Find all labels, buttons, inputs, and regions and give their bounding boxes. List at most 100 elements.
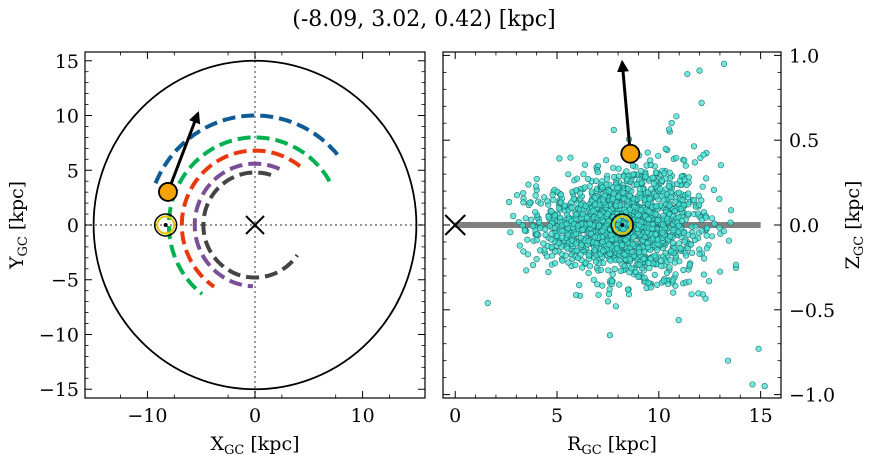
scatter-point xyxy=(649,174,656,181)
scatter-point xyxy=(675,222,682,229)
scatter-point xyxy=(582,202,589,210)
scatter-point xyxy=(586,220,594,227)
scatter-point xyxy=(661,170,668,177)
scatter-point xyxy=(667,194,674,201)
scatter-point xyxy=(684,70,691,78)
scatter-point xyxy=(544,198,551,205)
scatter-point xyxy=(682,162,689,169)
scatter-point xyxy=(629,241,636,248)
scatter-point xyxy=(688,249,696,256)
scatter-point xyxy=(650,180,658,187)
scatter-point xyxy=(607,232,615,239)
scatter-point xyxy=(671,207,678,215)
scatter-point xyxy=(703,232,710,239)
scatter-point xyxy=(615,193,622,200)
scatter-point xyxy=(716,224,723,231)
scatter-point xyxy=(506,198,513,206)
sun-marker xyxy=(153,213,178,237)
scatter-point xyxy=(573,175,581,182)
scatter-point xyxy=(579,226,586,233)
scatter-point xyxy=(585,270,592,277)
scatter-point xyxy=(637,167,645,175)
scatter-point xyxy=(610,164,617,171)
scatter-point xyxy=(645,259,652,267)
scatter-point xyxy=(696,67,703,74)
y-tick-label: −15 xyxy=(39,379,79,401)
scatter-point xyxy=(561,202,568,209)
scatter-point xyxy=(635,222,643,229)
scatter-point xyxy=(708,233,716,240)
scatter-point xyxy=(612,202,620,209)
scatter-point xyxy=(572,292,580,299)
scatter-point xyxy=(572,230,580,237)
scatter-point xyxy=(555,239,562,247)
scatter-point xyxy=(549,191,556,198)
scatter-point xyxy=(516,242,523,249)
scatter-point xyxy=(624,286,632,293)
scatter-point xyxy=(626,256,633,263)
scatter-point xyxy=(603,175,611,182)
scatter-point xyxy=(640,255,647,262)
scatter-point xyxy=(605,267,612,274)
scatter-point xyxy=(700,271,708,278)
scatter-point xyxy=(570,195,577,202)
scatter-point xyxy=(611,265,618,273)
figure-title: (-8.09, 3.02, 0.42) [kpc] xyxy=(292,7,555,32)
scatter-point xyxy=(590,207,597,214)
orbit-arc-4 xyxy=(192,161,281,289)
y-tick-label: −10 xyxy=(39,324,79,346)
star-sample-scatter xyxy=(484,60,768,390)
scatter-point xyxy=(524,236,531,243)
scatter-point xyxy=(624,176,631,183)
scatter-point xyxy=(654,246,661,253)
scatter-point xyxy=(620,226,627,233)
scatter-point xyxy=(628,265,635,272)
scatter-point xyxy=(653,281,661,289)
scatter-point xyxy=(578,241,585,248)
scatter-point xyxy=(683,181,690,189)
right-y-axis-label: ZGC [kpc] xyxy=(842,181,867,270)
scatter-point xyxy=(660,212,667,219)
scatter-point xyxy=(592,258,600,265)
scatter-point xyxy=(635,273,642,281)
scatter-point xyxy=(612,303,620,310)
scatter-point xyxy=(572,240,580,247)
scatter-point xyxy=(545,213,552,220)
scatter-point xyxy=(692,223,699,230)
scatter-point xyxy=(599,238,606,245)
velocity-arrow xyxy=(617,59,632,154)
scatter-point xyxy=(658,263,665,270)
scatter-point xyxy=(596,211,603,218)
scatter-point xyxy=(664,280,672,288)
scatter-point xyxy=(646,196,653,203)
scatter-point xyxy=(515,219,522,226)
scatter-point xyxy=(668,248,675,255)
scatter-point xyxy=(532,209,539,216)
scatter-point xyxy=(641,248,648,255)
scatter-point xyxy=(637,207,645,214)
scatter-point xyxy=(542,231,549,238)
scatter-point xyxy=(617,267,624,275)
scatter-point xyxy=(586,263,594,270)
scatter-point xyxy=(653,203,660,210)
scatter-point xyxy=(641,274,648,281)
scatter-point xyxy=(720,60,728,67)
scatter-point xyxy=(529,222,536,230)
scatter-point xyxy=(602,157,610,164)
scatter-point xyxy=(680,229,688,236)
scatter-point xyxy=(590,276,597,283)
scatter-point xyxy=(716,268,724,275)
scatter-point xyxy=(653,193,660,200)
scatter-point xyxy=(670,289,677,296)
scatter-point xyxy=(581,161,589,168)
scatter-point xyxy=(536,219,543,226)
scatter-point xyxy=(651,271,658,279)
scatter-point xyxy=(708,215,716,222)
scatter-point xyxy=(568,204,575,211)
velocity-arrow xyxy=(166,111,201,193)
y-tick-label: 5 xyxy=(67,160,79,182)
scatter-point xyxy=(527,216,535,223)
scatter-point xyxy=(615,165,622,172)
scatter-point xyxy=(510,212,517,220)
x-tick-label: 0 xyxy=(449,405,461,427)
